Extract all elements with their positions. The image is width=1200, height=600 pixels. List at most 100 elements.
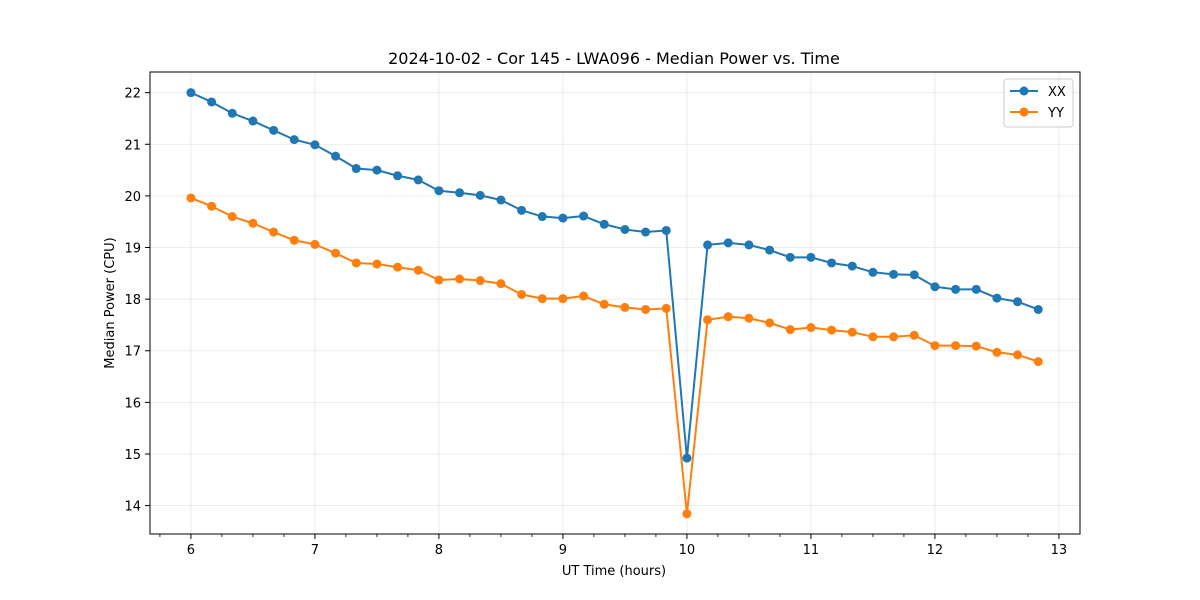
data-point-xx xyxy=(331,151,341,161)
data-point-yy xyxy=(393,262,403,272)
data-point-xx xyxy=(847,261,857,271)
data-point-xx xyxy=(744,240,754,250)
data-point-yy xyxy=(1033,357,1043,367)
data-point-yy xyxy=(765,318,775,328)
data-point-xx xyxy=(248,116,258,126)
data-point-xx xyxy=(661,225,671,235)
data-point-yy xyxy=(992,347,1002,357)
data-point-yy xyxy=(372,259,382,269)
data-point-xx xyxy=(393,171,403,181)
data-point-yy xyxy=(227,212,237,222)
data-point-yy xyxy=(661,303,671,313)
data-point-yy xyxy=(455,274,465,284)
y-tick-label: 17 xyxy=(124,345,141,360)
plot-frame xyxy=(149,71,1081,535)
y-tick-label: 21 xyxy=(124,138,141,153)
data-point-xx xyxy=(537,212,547,222)
data-point-yy xyxy=(413,265,423,275)
data-point-xx xyxy=(1033,304,1043,314)
data-point-xx xyxy=(599,219,609,229)
x-tick-label: 7 xyxy=(311,543,319,558)
x-tick-label: 9 xyxy=(559,543,567,558)
y-tick-label: 14 xyxy=(124,500,141,515)
axes: 6 7 8 9 10 11 12 13 14 15 16 17 18 19 20 21 22 xyxy=(124,87,1067,558)
y-axis-label: Median Power (CPU) xyxy=(103,237,118,368)
data-point-xx xyxy=(517,205,527,215)
legend-marker-xx xyxy=(1019,86,1029,96)
data-point-yy xyxy=(475,276,485,286)
y-tick-label: 19 xyxy=(124,242,141,257)
data-point-yy xyxy=(847,327,857,337)
y-tick-label: 20 xyxy=(124,190,141,205)
data-point-xx xyxy=(703,240,713,250)
data-point-xx xyxy=(351,164,361,174)
y-tick-label: 18 xyxy=(124,293,141,308)
x-tick-label: 12 xyxy=(927,543,944,558)
legend-label-yy: YY xyxy=(1047,106,1064,121)
y-tick-label: 22 xyxy=(124,87,141,102)
data-point-yy xyxy=(579,291,589,301)
data-point-yy xyxy=(248,218,258,228)
y-tick-label: 15 xyxy=(124,448,141,463)
x-tick-label: 10 xyxy=(679,543,696,558)
data-point-yy xyxy=(951,341,961,351)
data-point-yy xyxy=(207,201,217,211)
data-point-xx xyxy=(413,175,423,185)
data-point-xx xyxy=(620,224,630,234)
data-point-xx xyxy=(186,88,196,98)
data-point-xx xyxy=(723,238,733,248)
data-point-yy xyxy=(1013,350,1023,360)
data-point-xx xyxy=(475,190,485,200)
x-tick-label: 11 xyxy=(803,543,820,558)
x-tick-label: 8 xyxy=(435,543,443,558)
data-point-xx xyxy=(207,97,217,107)
data-point-yy xyxy=(289,235,299,245)
data-point-xx xyxy=(930,282,940,292)
data-point-xx xyxy=(806,252,816,262)
x-tick-label: 6 xyxy=(187,543,195,558)
x-tick-label: 13 xyxy=(1051,543,1068,558)
data-point-xx xyxy=(951,284,961,294)
data-point-xx xyxy=(909,270,919,280)
data-point-yy xyxy=(269,227,279,237)
data-point-yy xyxy=(868,332,878,342)
legend-label-xx: XX xyxy=(1048,85,1066,100)
data-point-xx xyxy=(496,195,506,205)
data-point-yy xyxy=(930,341,940,351)
data-point-yy xyxy=(186,193,196,203)
data-point-xx xyxy=(1013,297,1023,307)
data-point-yy xyxy=(641,304,651,314)
y-tick-label: 16 xyxy=(124,396,141,411)
data-point-yy xyxy=(785,325,795,335)
data-point-xx xyxy=(579,211,589,221)
data-point-xx xyxy=(269,125,279,135)
data-point-yy xyxy=(806,323,816,333)
data-point-xx xyxy=(558,213,568,223)
data-point-yy xyxy=(331,248,341,258)
data-point-yy xyxy=(703,315,713,325)
data-point-xx xyxy=(289,135,299,145)
data-point-xx xyxy=(434,186,444,196)
data-point-yy xyxy=(496,279,506,289)
data-point-yy xyxy=(827,325,837,335)
data-point-xx xyxy=(765,245,775,255)
data-point-xx xyxy=(641,227,651,237)
x-axis-label: UT Time (hours) xyxy=(562,564,666,579)
data-point-yy xyxy=(744,313,754,323)
data-point-yy xyxy=(558,294,568,304)
legend-marker-yy xyxy=(1019,107,1029,117)
data-point-yy xyxy=(351,258,361,268)
data-point-xx xyxy=(310,140,320,150)
data-point-yy xyxy=(599,299,609,309)
data-point-yy xyxy=(620,302,630,312)
data-point-yy xyxy=(909,330,919,340)
data-point-yy xyxy=(434,275,444,285)
data-point-xx xyxy=(992,293,1002,303)
data-point-xx xyxy=(971,284,981,294)
legend: XX YY xyxy=(1003,78,1074,128)
data-point-yy xyxy=(971,341,981,351)
data-point-yy xyxy=(723,312,733,322)
data-point-yy xyxy=(517,289,527,299)
chart-title: 2024-10-02 - Cor 145 - LWA096 - Median P… xyxy=(388,49,840,68)
